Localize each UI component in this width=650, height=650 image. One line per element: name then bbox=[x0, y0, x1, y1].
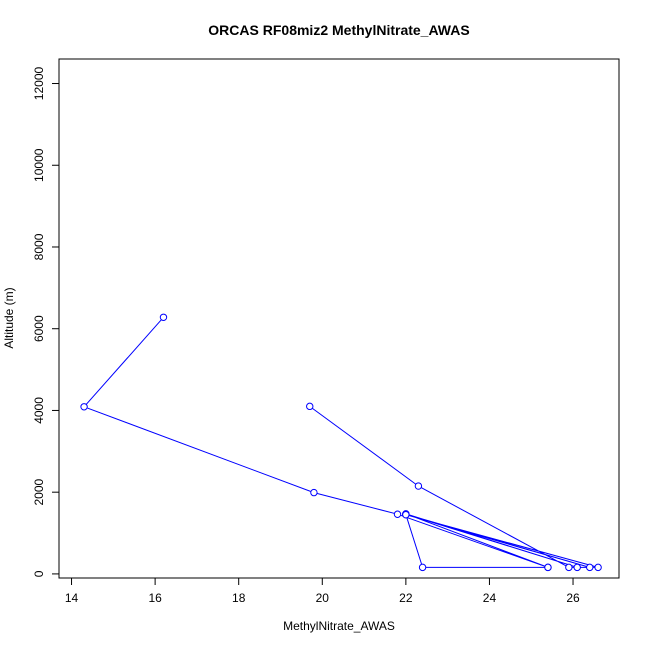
x-tick-label: 22 bbox=[399, 591, 413, 605]
data-point bbox=[418, 563, 427, 572]
x-tick-label: 14 bbox=[65, 591, 79, 605]
data-point bbox=[80, 403, 88, 411]
y-tick-label: 8000 bbox=[32, 233, 46, 260]
data-point bbox=[393, 510, 402, 518]
plot-frame bbox=[58, 58, 620, 579]
y-tick-label: 2000 bbox=[32, 479, 46, 506]
data-point bbox=[586, 563, 594, 572]
y-tick-label: 12000 bbox=[32, 67, 46, 101]
series-path bbox=[83, 316, 599, 568]
data-point bbox=[544, 563, 552, 572]
data-point bbox=[159, 313, 168, 321]
series-line bbox=[80, 313, 602, 572]
x-axis-label: MethylNitrate_AWAS bbox=[283, 619, 395, 633]
y-tick-label: 0 bbox=[32, 570, 46, 577]
data-point bbox=[310, 488, 318, 497]
x-tick-label: 20 bbox=[316, 591, 330, 605]
y-axis: 0 2000 4000 6000 8000 10000 12000 bbox=[32, 67, 60, 577]
x-tick-label: 16 bbox=[148, 591, 162, 605]
x-tick-label: 26 bbox=[566, 591, 580, 605]
y-tick-label: 10000 bbox=[32, 148, 46, 182]
data-point bbox=[594, 563, 602, 572]
x-tick-label: 24 bbox=[483, 591, 497, 605]
data-point bbox=[565, 563, 573, 572]
data-point bbox=[402, 510, 410, 519]
data-point bbox=[573, 563, 581, 572]
data-point bbox=[306, 402, 314, 411]
y-tick-label: 4000 bbox=[32, 397, 46, 424]
data-point bbox=[414, 482, 423, 490]
chart-title: ORCAS RF08miz2 MethylNitrate_AWAS bbox=[208, 22, 469, 38]
x-tick-label: 18 bbox=[232, 591, 246, 605]
y-tick-label: 6000 bbox=[32, 315, 46, 342]
x-axis: 14 16 18 20 22 24 26 bbox=[65, 577, 580, 605]
y-axis-label: Altitude (m) bbox=[2, 287, 16, 348]
